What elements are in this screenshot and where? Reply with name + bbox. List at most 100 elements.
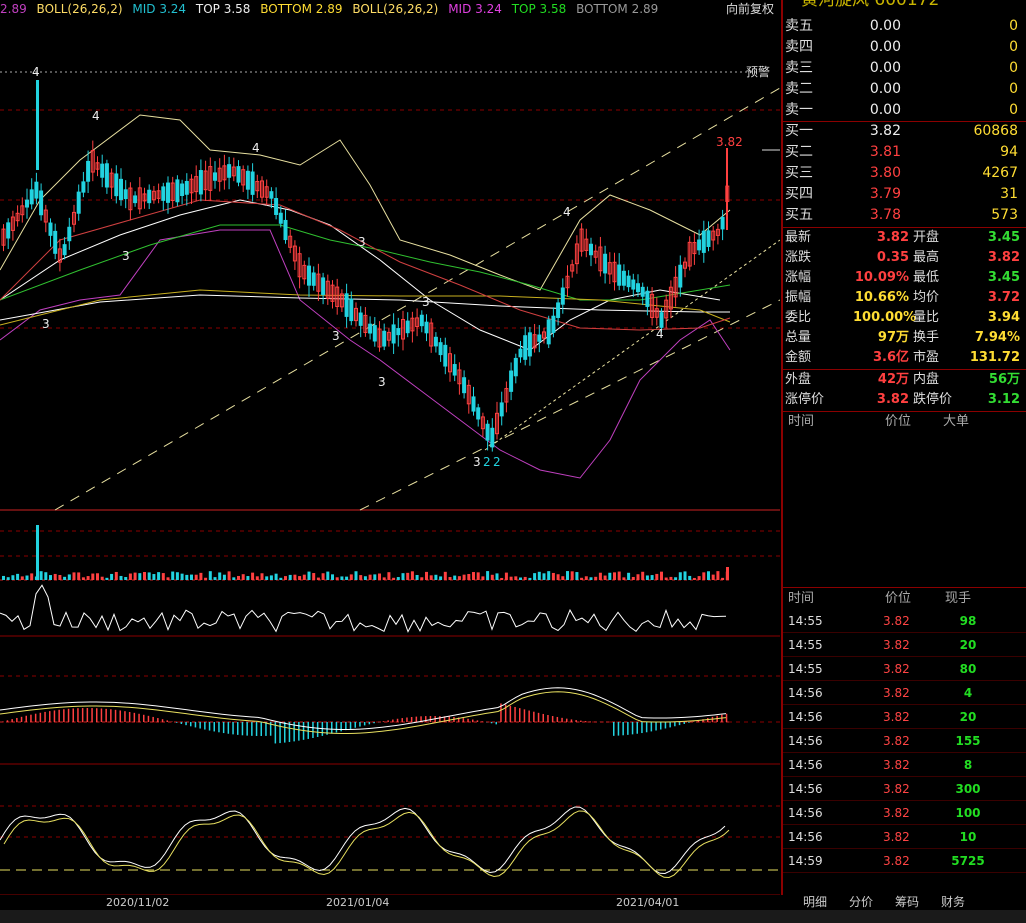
stat-value: 3.6亿 xyxy=(872,350,909,365)
tick-row[interactable]: 14:56 3.82 20 xyxy=(783,705,1026,729)
tick-row[interactable]: 14:56 3.82 155 xyxy=(783,729,1026,753)
tick-row[interactable]: 14:56 3.82 4 xyxy=(783,681,1026,705)
candle xyxy=(90,150,95,173)
candle xyxy=(236,166,241,183)
candle xyxy=(278,212,283,224)
tick-row[interactable]: 14:56 3.82 10 xyxy=(783,825,1026,849)
candle xyxy=(523,335,528,360)
row-divider xyxy=(783,728,1026,729)
tick-row[interactable]: 14:56 3.82 300 xyxy=(783,777,1026,801)
kline-chart-area[interactable]: 预警 3.82 4 4 4 4 3 3 3 3 3 3 4 3 2 2 2.89 BOLL(26,26,2) … xyxy=(0,0,780,895)
macd-bar xyxy=(128,711,131,722)
volume-bar xyxy=(641,571,645,580)
macd-bar xyxy=(674,722,676,727)
volume-bar xyxy=(269,575,273,580)
tick-row[interactable]: 14:55 3.82 20 xyxy=(783,633,1026,657)
ask-row[interactable]: 卖四 0.00 0 xyxy=(783,37,1026,58)
tab-price-split[interactable]: 分价 xyxy=(849,895,874,909)
candle xyxy=(518,348,523,358)
volume-bar xyxy=(316,577,320,580)
volume-bar xyxy=(241,574,245,580)
macd-bar xyxy=(345,722,347,731)
macd-bar xyxy=(688,722,690,723)
volume-bar xyxy=(124,577,128,580)
tick-row[interactable]: 14:56 3.82 100 xyxy=(783,801,1026,825)
panel-tabs: 明细 分价 筹码 财务 xyxy=(781,895,1026,909)
tick-row[interactable]: 14:59 3.82 5725 xyxy=(783,849,1026,873)
col-time: 时间 xyxy=(788,591,815,606)
bid-label: 买一 xyxy=(785,123,813,139)
macd-bar xyxy=(410,717,413,722)
macd-bar xyxy=(509,705,512,722)
macd-bar xyxy=(180,722,183,724)
macd-bar xyxy=(67,708,70,722)
tab-finance[interactable]: 财务 xyxy=(941,895,966,909)
tick-row[interactable]: 14:56 3.82 8 xyxy=(783,753,1026,777)
adjust-mode-button[interactable]: 向前复权 xyxy=(725,2,774,16)
tick-row[interactable]: 14:55 3.82 98 xyxy=(783,609,1026,633)
macd-bar xyxy=(86,708,89,722)
macd-bar xyxy=(227,722,230,734)
candle xyxy=(640,286,645,297)
macd-bar xyxy=(199,722,201,729)
macd-bar xyxy=(208,722,211,731)
stat-label: 最新 xyxy=(785,230,812,245)
bid-row[interactable]: 买五 3.78 573 xyxy=(783,205,1026,226)
ask-row[interactable]: 卖五 0.00 0 xyxy=(783,16,1026,37)
candle xyxy=(701,230,706,253)
candle xyxy=(29,189,34,205)
boll-bottom-2: BOTTOM 2.89 xyxy=(576,2,659,16)
macd-bar xyxy=(105,708,107,722)
macd-bar xyxy=(147,715,150,722)
stat-label: 涨停价 xyxy=(785,392,825,407)
bid-row[interactable]: 买四 3.79 31 xyxy=(783,184,1026,205)
stat-label: 换手 xyxy=(913,330,940,345)
ask-row[interactable]: 卖一 0.00 0 xyxy=(783,100,1026,121)
bid-row[interactable]: 买二 3.81 94 xyxy=(783,142,1026,163)
macd-bar xyxy=(725,713,728,722)
candle xyxy=(198,170,203,195)
candle xyxy=(377,328,382,348)
candle xyxy=(480,416,485,430)
bid-row[interactable]: 买三 3.80 4267 xyxy=(783,163,1026,184)
candle xyxy=(151,190,156,201)
macd-bar xyxy=(660,722,662,730)
macd-bar xyxy=(349,722,352,729)
candle xyxy=(372,325,377,342)
volume-bar xyxy=(114,571,118,580)
candle xyxy=(631,279,636,290)
warning-label: 预警 xyxy=(746,64,770,79)
candle xyxy=(654,308,659,318)
macd-bar xyxy=(326,722,328,735)
macd-bar xyxy=(284,722,286,743)
ask-row[interactable]: 卖二 0.00 0 xyxy=(783,79,1026,100)
candle xyxy=(311,272,316,286)
tab-chips[interactable]: 筹码 xyxy=(895,895,920,909)
macd-bar xyxy=(11,719,13,722)
signal-marker: 3 xyxy=(378,375,386,389)
volume-bar xyxy=(363,576,367,580)
bid-row[interactable]: 买一 3.82 60868 xyxy=(783,121,1026,142)
candle xyxy=(448,353,452,373)
volume-bar xyxy=(39,571,43,580)
macd-bar xyxy=(523,709,526,722)
tab-detail[interactable]: 明细 xyxy=(803,895,828,909)
ask-row[interactable]: 卖三 0.00 0 xyxy=(783,58,1026,79)
macd-bar xyxy=(443,716,446,722)
candle xyxy=(645,290,650,307)
row-divider xyxy=(783,848,1026,849)
candle xyxy=(288,235,293,248)
candle xyxy=(424,321,429,334)
tick-row[interactable]: 14:55 3.82 80 xyxy=(783,657,1026,681)
volume-bar xyxy=(457,576,461,580)
macd-bar xyxy=(222,722,225,734)
volume-bar xyxy=(443,571,447,580)
x-tick-label: 2021/01/04 xyxy=(326,896,390,909)
macd-bar xyxy=(669,722,671,728)
volume-bar xyxy=(664,577,668,580)
volume-bar xyxy=(349,574,353,580)
ask-price: 0.00 xyxy=(869,102,901,118)
macd-bar xyxy=(16,717,18,722)
macd-bar xyxy=(429,716,432,722)
